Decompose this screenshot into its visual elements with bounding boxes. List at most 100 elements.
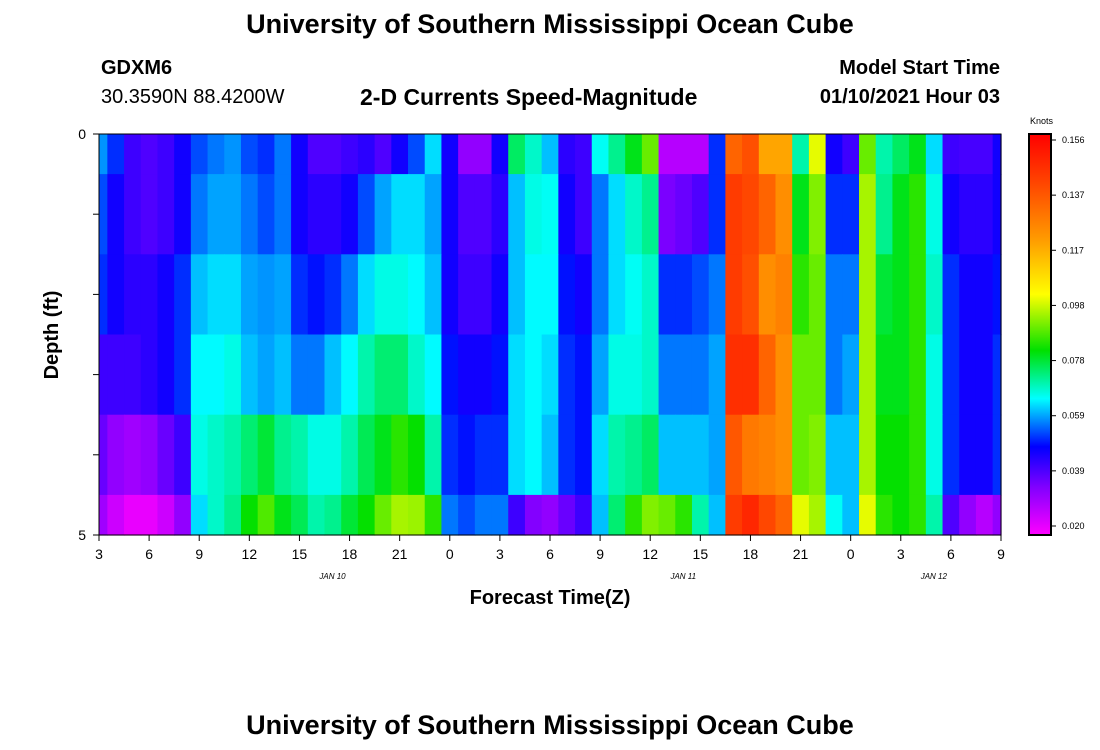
heatmap-cell [474,254,493,336]
heatmap-cell [892,174,910,255]
heatmap-cell [541,414,559,496]
heatmap-cell [174,414,192,496]
heatmap-cell [975,174,994,255]
heatmap-cell [491,174,509,255]
heatmap-cell [541,174,559,255]
heatmap-cell [474,334,493,416]
colorbar-label: 0.059 [1062,411,1085,421]
heatmap-cell [775,494,793,536]
heatmap-cell [441,134,459,175]
heatmap-cell [124,254,142,336]
heatmap-cell [190,334,209,416]
heatmap-cell [675,134,693,175]
heatmap-cell [792,334,810,416]
heatmap-cell [508,174,526,255]
heatmap-cell [408,414,426,496]
heatmap-cell [424,494,443,536]
x-tick-label: 21 [793,546,809,562]
x-tick-label: 0 [446,546,454,562]
heatmap-cell [608,174,626,255]
heatmap-cell [441,174,459,255]
heatmap-cell [708,494,726,536]
heatmap-cell [391,254,409,336]
heatmap-cell [324,494,342,536]
heatmap-cell [959,334,977,416]
heatmap-cell [408,334,426,416]
heatmap-cell [992,414,1002,496]
heatmap-cell [825,254,843,336]
heatmap-cell [408,174,426,255]
heatmap-cell [942,254,960,336]
heatmap-cell [524,254,543,336]
heatmap-cell [992,494,1002,536]
x-tick-label: 12 [242,546,258,562]
heatmap-cell [725,174,743,255]
heatmap-cell [424,334,443,416]
heatmap-cell [424,134,443,175]
heatmap-cell [792,494,810,536]
heatmap-cell [107,174,125,255]
heatmap-cell [558,174,576,255]
heatmap-cell [608,494,626,536]
heatmap-cell [808,134,827,175]
heatmap-cell [625,494,643,536]
heatmap-cell [541,254,559,336]
heatmap-cell [224,134,242,175]
heatmap-cell [124,414,142,496]
heatmap-cell [458,414,476,496]
heatmap-cell [474,494,493,536]
heatmap-cell [558,254,576,336]
heatmap-cell [575,254,593,336]
heatmap-cell [959,494,977,536]
colorbar-label: 0.039 [1062,466,1085,476]
heatmap-cell [391,334,409,416]
heatmap-cell [558,414,576,496]
x-tick-label: 9 [997,546,1005,562]
heatmap-cell [892,134,910,175]
heatmap-cell [975,494,994,536]
heatmap-cell [725,254,743,336]
heatmap-cell [892,494,910,536]
heatmap-cell [925,494,944,536]
heatmap-cell [391,174,409,255]
heatmap-cell [725,494,743,536]
heatmap-cell [591,414,610,496]
heatmap-cell [625,414,643,496]
heatmap-cell [959,254,977,336]
heatmap-cell [357,174,376,255]
heatmap-cell [424,414,443,496]
heatmap-cell [207,334,225,416]
heatmap-cell [374,174,392,255]
heatmap-cell [324,174,342,255]
heatmap-cell [458,174,476,255]
heatmap-cell [558,134,576,175]
colorbar-scale [1028,133,1052,536]
heatmap-cell [775,254,793,336]
x-tick-label: 6 [947,546,955,562]
heatmap-cell [140,254,159,336]
y-tick-label: 0 [78,126,86,142]
heatmap-cell [625,254,643,336]
heatmap-cell [808,174,827,255]
y-axis: 05 [78,126,99,543]
heatmap-cell [357,334,376,416]
heatmap-cell [742,174,760,255]
heatmap-cell [675,174,693,255]
heatmap-cell [541,134,559,175]
heatmap-cell [591,254,610,336]
heatmap-cell [892,334,910,416]
heatmap-cell [742,134,760,175]
heatmap-cell [491,414,509,496]
heatmap-cell [742,334,760,416]
heatmap-cell [742,414,760,496]
y-axis-label: Depth (ft) [41,291,63,380]
heatmap-cell [207,134,225,175]
heatmap-cell [274,414,292,496]
heatmap-cell [474,134,493,175]
heatmap-cell [157,494,175,536]
heatmap-cell [725,414,743,496]
heatmap-cell [341,414,359,496]
heatmap-cell [825,174,843,255]
heatmap-cell [875,254,894,336]
heatmap-cell [708,174,726,255]
